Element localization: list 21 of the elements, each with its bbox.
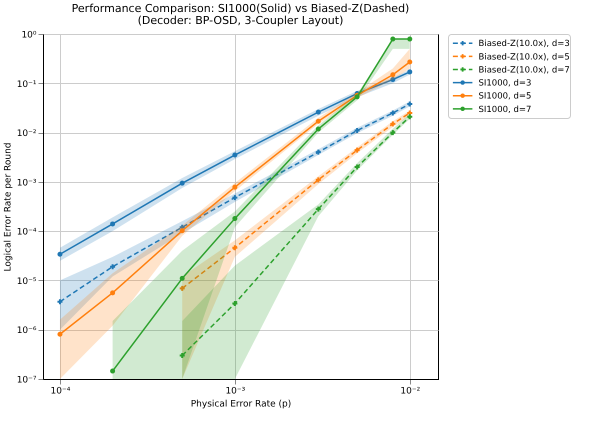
y-tick-label: 10⁻⁴ (16, 228, 37, 238)
legend-label: SI1000, d=7 (478, 104, 532, 115)
x-tick-label: 10⁻⁴ (50, 386, 71, 396)
x-axis-title: Physical Error Rate (p) (190, 400, 292, 410)
legend-label: SI1000, d=5 (478, 92, 532, 102)
chart-title: Performance Comparison: SI1000(Solid) vs Biased-Z(Dashed) (72, 2, 410, 15)
legend-label: Biased-Z(10.0x), d=3 (478, 39, 570, 50)
x-tick-label: 10⁻³ (225, 386, 246, 396)
y-tick-label: 10⁻² (16, 129, 37, 140)
y-tick-label: 10⁻⁷ (16, 376, 37, 386)
legend-label: SI1000, d=3 (478, 78, 532, 89)
x-tick-label: 10⁻² (400, 386, 421, 396)
y-tick-label: 10⁻⁶ (16, 326, 37, 336)
legend-label: Biased-Z(10.0x), d=7 (478, 65, 570, 76)
y-tick-label: 10⁻¹ (16, 80, 37, 90)
y-tick-label: 10⁻⁵ (16, 276, 37, 287)
chart-subtitle: (Decoder: BP-OSD, 3-Coupler Layout) (138, 14, 344, 27)
y-tick-label: 10⁰ (21, 30, 37, 40)
y-axis-title: Logical Error Rate per Round (4, 142, 14, 272)
legend-label: Biased-Z(10.0x), d=5 (478, 52, 570, 62)
y-tick-label: 10⁻³ (16, 178, 37, 188)
